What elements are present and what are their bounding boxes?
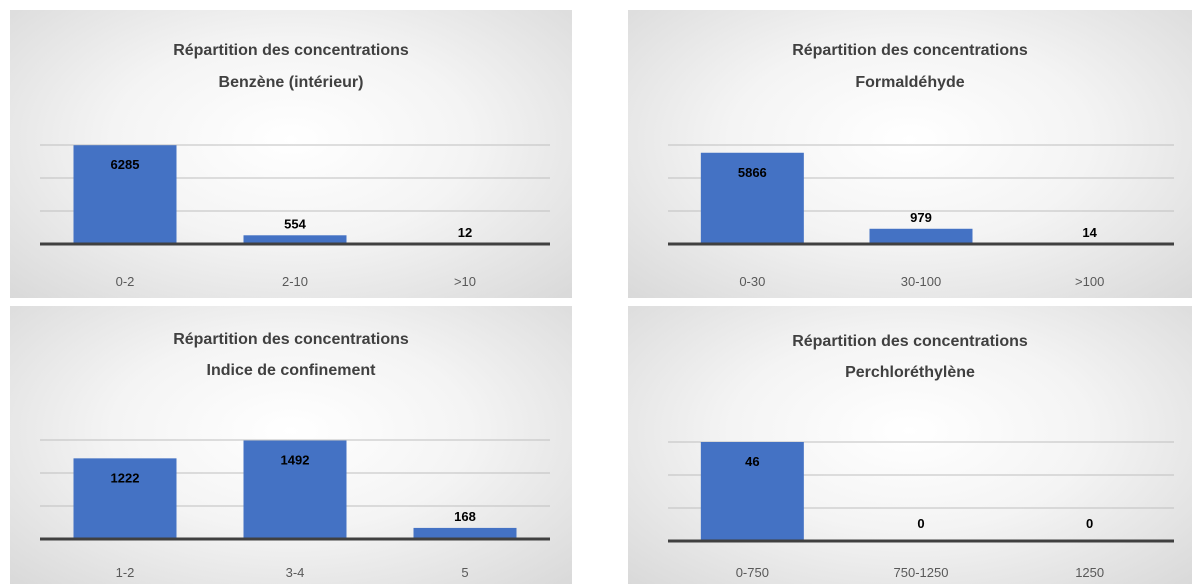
data-label: 46	[745, 454, 759, 469]
data-label: 168	[454, 509, 476, 524]
x-tick-label: 5	[461, 565, 468, 580]
chart-title-line: Répartition des concentrations	[792, 333, 1028, 350]
data-label: 12	[458, 225, 472, 240]
x-tick-label: >100	[1075, 274, 1104, 289]
x-tick-label: 0-30	[739, 274, 765, 289]
x-tick-label: 0-750	[736, 565, 769, 580]
chart-svg: Répartition des concentrations Formaldéhy…	[668, 42, 1174, 289]
data-label: 14	[1082, 225, 1097, 240]
chart-title-line: Répartition des concentrations	[792, 42, 1028, 59]
chart-indice-confinement: Répartition des concentrations Indice de …	[10, 306, 572, 584]
chart-svg: Répartition des concentrations Benzène (i…	[40, 42, 550, 289]
chart-perchlorethylene: Répartition des concentrations Perchlorét…	[628, 306, 1192, 584]
chart-title-line: Benzène (intérieur)	[219, 74, 364, 91]
x-tick-label: 750-1250	[894, 565, 949, 580]
data-label: 0	[1086, 516, 1093, 531]
x-tick-label: >10	[454, 274, 476, 289]
data-label: 0	[917, 516, 924, 531]
bar	[700, 152, 804, 244]
bar	[243, 235, 347, 244]
chart-svg: Répartition des concentrations Perchlorét…	[668, 333, 1174, 580]
bar	[243, 440, 347, 539]
x-tick-label: 1-2	[116, 565, 135, 580]
x-tick-label: 0-2	[116, 274, 135, 289]
data-label: 554	[284, 216, 306, 231]
x-tick-label: 3-4	[286, 565, 305, 580]
data-label: 979	[910, 210, 932, 225]
chart-benzene: Répartition des concentrations Benzène (i…	[10, 10, 572, 298]
data-label: 6285	[111, 157, 140, 172]
bar	[73, 458, 177, 539]
chart-title-line: Indice de confinement	[207, 362, 377, 379]
data-label: 5866	[738, 165, 767, 180]
bar	[413, 527, 517, 539]
chart-formaldehyde: Répartition des concentrations Formaldéhy…	[628, 10, 1192, 298]
chart-title-line: Répartition des concentrations	[173, 42, 409, 59]
bar	[700, 442, 804, 541]
chart-title-line: Formaldéhyde	[855, 74, 964, 91]
chart-title-line: Répartition des concentrations	[173, 331, 409, 348]
x-tick-label: 1250	[1075, 565, 1104, 580]
data-label: 1222	[111, 470, 140, 485]
data-label: 1492	[281, 453, 310, 468]
x-tick-label: 30-100	[901, 274, 941, 289]
bar	[869, 228, 973, 244]
chart-svg: Répartition des concentrations Indice de …	[40, 331, 550, 580]
chart-title-line: Perchloréthylène	[845, 364, 975, 381]
bar	[73, 145, 177, 244]
x-tick-label: 2-10	[282, 274, 308, 289]
